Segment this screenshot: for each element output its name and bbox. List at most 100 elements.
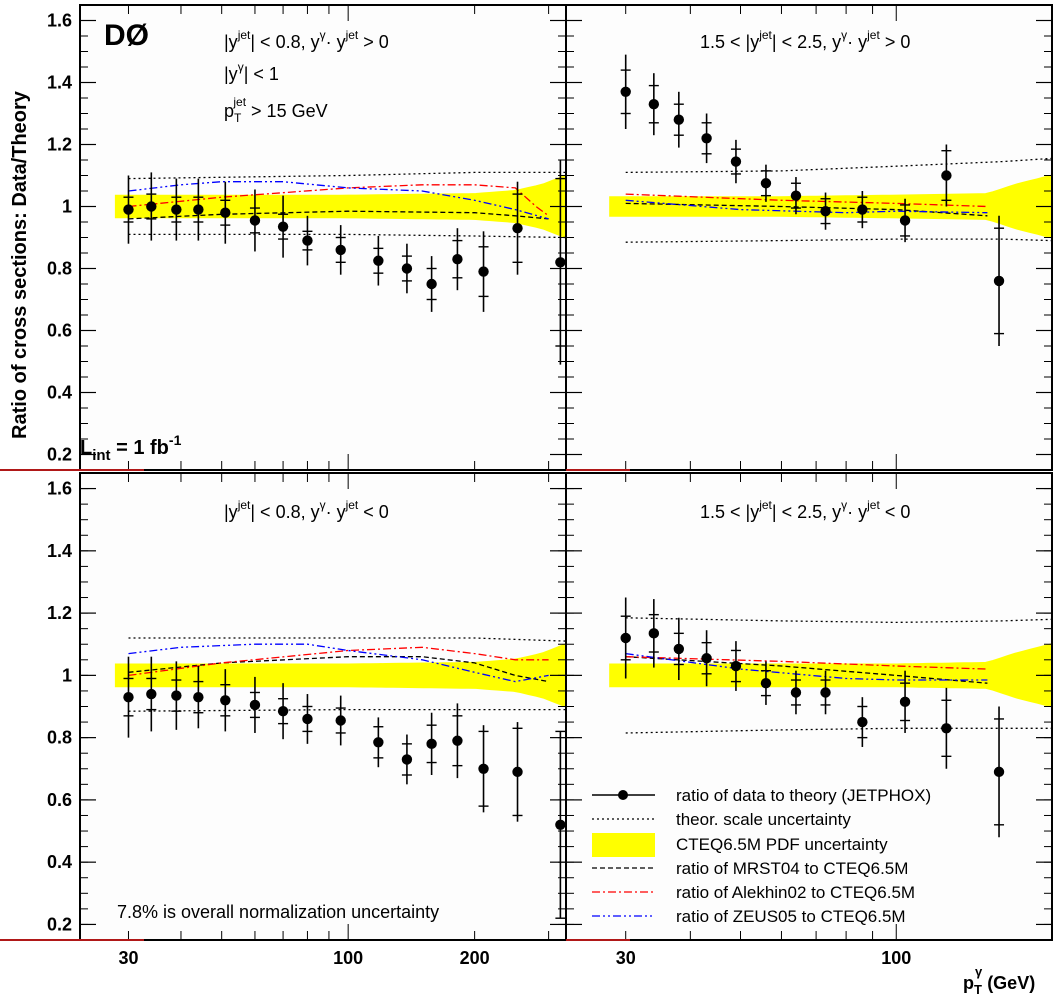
data-point [220,181,231,244]
alekhin02-ratio-line [625,656,988,670]
x-axis-label: pTγ (GeV) [963,964,1035,997]
x-tick-label: 100 [881,948,911,968]
luminosity-sub: int [92,447,110,464]
data-point-marker [673,643,685,655]
data-point [123,656,134,738]
data-point [620,54,631,129]
panels-layer: 0.2 0.4 0.6 0.8 1 1.2 1.4 1.6 0.2 0.4 0.6 0.8 1 1.2 1.… [0,4,1053,968]
data-point [673,91,685,148]
data-point [857,191,868,229]
data-point-marker [730,660,742,672]
scale-uncertainty-lower [625,727,1052,734]
y-tick-label: 0.8 [47,259,72,279]
data-point-marker [673,114,685,125]
scale-uncertainty-lower [128,708,566,712]
data-point-marker [123,204,134,215]
legend: ratio of data to theory (JETPHOX) theor.… [592,786,931,926]
x-tick-label: 30 [118,948,138,968]
y-tick-label: 0.4 [47,383,72,403]
panel-plot-area [114,637,566,919]
data-point [648,73,660,136]
data-point-marker [373,737,384,748]
data-point-marker [401,263,413,274]
data-point-marker [857,204,868,215]
data-point [249,189,261,252]
y-tick-label: 0.2 [47,445,72,465]
data-point [899,670,911,733]
data-point-marker [941,723,952,734]
luminosity-sup: -1 [169,432,182,448]
data-point-marker [146,688,157,700]
data-point-marker [193,691,204,703]
legend-label-pdf: CTEQ6.5M PDF uncertainty [676,835,888,854]
y-tick-label: 1 [62,665,72,685]
panel-background [566,5,1052,470]
data-point-marker [701,653,712,664]
legend-label-zeus: ratio of ZEUS05 to CTEQ6.5M [676,907,906,926]
data-point-marker [701,133,712,144]
x-axis-label-sup: γ [975,964,983,979]
data-point [249,676,261,733]
data-point-marker [857,716,868,728]
data-point-marker [277,705,289,717]
x-tick-label: 30 [616,948,636,968]
data-point [452,228,463,291]
data-point-marker [899,696,911,708]
luminosity-label: Lint = 1 fb-1 [80,432,182,464]
data-point [373,235,384,286]
panel-plot-area [609,597,1052,838]
data-point [899,198,911,243]
data-point-marker [820,687,831,698]
data-point [993,706,1005,838]
data-point [302,694,313,744]
y-tick-label: 1.4 [47,73,72,93]
cut-jet-pt: pTjet > 15 GeV [224,95,328,125]
data-point [277,195,289,258]
data-point [648,599,660,668]
y-tick-label: 1.2 [47,603,72,623]
scale-uncertainty-upper [128,171,566,180]
pdf-uncertainty-band [114,643,566,708]
legend-entry-alekhin: ratio of Alekhin02 to CTEQ6.5M [592,883,915,902]
legend-entry-pdf: CTEQ6.5M PDF uncertainty [592,833,888,857]
data-point [146,172,157,241]
data-point-marker [171,690,182,701]
data-point [701,113,712,164]
data-point-marker [512,766,523,778]
data-point-marker [620,86,631,98]
data-point-marker [335,244,346,256]
y-tick-label: 0.4 [47,852,72,872]
panel-plot-area [609,54,1052,346]
data-point-marker [512,223,523,234]
data-point-marker [146,201,157,212]
x-tick-label: 100 [333,948,363,968]
legend-marker-data [618,790,628,800]
panel-top-left: 0.2 0.4 0.6 0.8 1 1.2 1.4 1.6 [0,4,567,471]
data-point [426,712,437,775]
data-point-marker [555,257,566,268]
y-tick-label: 0.6 [47,790,72,810]
data-point [335,695,346,746]
legend-label-scale: theor. scale uncertainty [676,810,851,829]
luminosity-eq: = 1 fb [111,437,169,459]
data-point [820,192,831,230]
cut-rapidity-photon: |yγ| < 1 [224,60,279,84]
x-tick-label: 200 [460,948,490,968]
data-point-marker [373,255,384,266]
pdf-uncertainty-band [114,174,566,239]
data-point [193,178,204,241]
data-point [478,725,489,813]
data-point-marker [302,235,313,246]
data-point [171,661,182,730]
data-point-marker [648,628,660,639]
data-point-marker [820,205,831,217]
data-point [620,597,631,679]
y-axis-label: Ratio of cross sections: Data/Theory [9,90,31,439]
data-point [941,687,952,769]
zeus05-ratio-line [625,199,988,214]
data-point [171,178,182,241]
data-point-marker [277,221,289,232]
panel-title-bottom-left: |yjet| < 0.8, yγ· yjet < 0 [224,498,389,522]
cut-rapidity-jet: |yjet| < 0.8, yγ· yjet > 0 [224,28,389,52]
data-point [730,139,742,184]
